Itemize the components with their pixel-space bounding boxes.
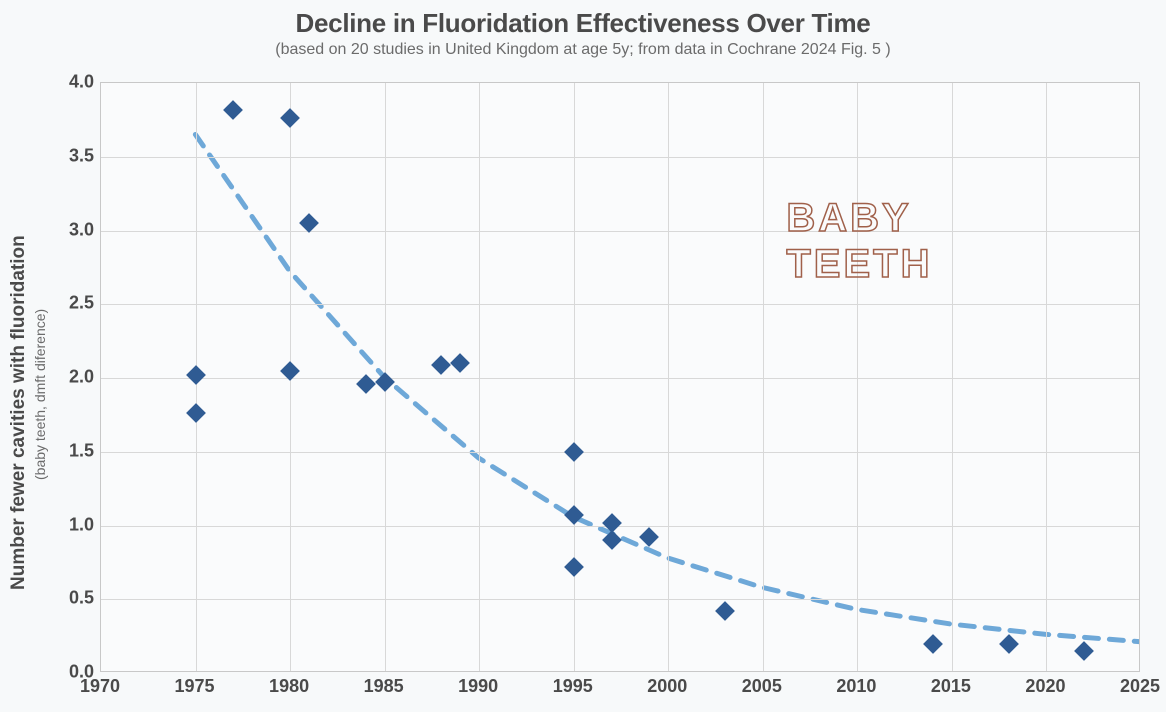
data-point <box>223 100 243 120</box>
data-point <box>999 634 1019 654</box>
x-tick-label: 1990 <box>458 676 498 697</box>
y-tick-label: 1.5 <box>54 440 94 461</box>
y-tick-label: 2.0 <box>54 367 94 388</box>
gridline-vertical <box>857 83 858 671</box>
data-point <box>356 374 376 394</box>
chart-subtitle: (based on 20 studies in United Kingdom a… <box>0 41 1166 59</box>
x-tick-label: 1980 <box>269 676 309 697</box>
gridline-vertical <box>479 83 480 671</box>
gridline-horizontal <box>101 304 1139 305</box>
gridline-horizontal <box>101 599 1139 600</box>
gridline-vertical <box>574 83 575 671</box>
plot-area <box>100 82 1140 672</box>
data-point <box>1074 641 1094 661</box>
data-point <box>564 505 584 525</box>
x-tick-label: 1985 <box>364 676 404 697</box>
data-point <box>923 634 943 654</box>
y-axis-label: Number fewer cavities with fluoridation <box>8 235 30 590</box>
y-tick-label: 0.0 <box>54 662 94 683</box>
x-tick-label: 2025 <box>1120 676 1160 697</box>
x-tick-label: 2010 <box>836 676 876 697</box>
x-tick-label: 2005 <box>742 676 782 697</box>
gridline-horizontal <box>101 231 1139 232</box>
gridline-vertical <box>952 83 953 671</box>
data-point <box>375 373 395 393</box>
gridline-horizontal <box>101 157 1139 158</box>
gridline-vertical <box>1046 83 1047 671</box>
chart-title: Decline in Fluoridation Effectiveness Ov… <box>0 8 1166 39</box>
callout-line2: TEETH <box>786 241 932 287</box>
x-tick-label: 1975 <box>175 676 215 697</box>
y-tick-label: 2.5 <box>54 293 94 314</box>
x-tick-label: 1995 <box>553 676 593 697</box>
data-point <box>715 601 735 621</box>
data-point <box>639 527 659 547</box>
y-axis-sublabel: (baby teeth, dmft diference) <box>32 309 48 480</box>
gridline-vertical <box>763 83 764 671</box>
data-point <box>602 530 622 550</box>
y-tick-label: 1.0 <box>54 514 94 535</box>
y-tick-label: 3.5 <box>54 145 94 166</box>
chart-title-block: Decline in Fluoridation Effectiveness Ov… <box>0 8 1166 59</box>
data-point <box>564 557 584 577</box>
data-point <box>431 355 451 375</box>
chart-container: Decline in Fluoridation Effectiveness Ov… <box>0 0 1166 712</box>
data-point <box>186 403 206 423</box>
data-point <box>280 108 300 128</box>
x-tick-label: 2015 <box>931 676 971 697</box>
gridline-vertical <box>668 83 669 671</box>
x-tick-label: 2000 <box>647 676 687 697</box>
data-point <box>186 365 206 385</box>
data-point <box>450 353 470 373</box>
trend-line <box>101 83 1139 671</box>
gridline-horizontal <box>101 452 1139 453</box>
callout-line1: BABY <box>786 195 932 241</box>
y-tick-label: 0.5 <box>54 588 94 609</box>
callout-baby-teeth: BABY TEETH <box>786 195 932 287</box>
y-tick-label: 3.0 <box>54 219 94 240</box>
gridline-horizontal <box>101 526 1139 527</box>
x-tick-label: 2020 <box>1025 676 1065 697</box>
data-point <box>564 442 584 462</box>
gridline-horizontal <box>101 378 1139 379</box>
y-tick-label: 4.0 <box>54 72 94 93</box>
